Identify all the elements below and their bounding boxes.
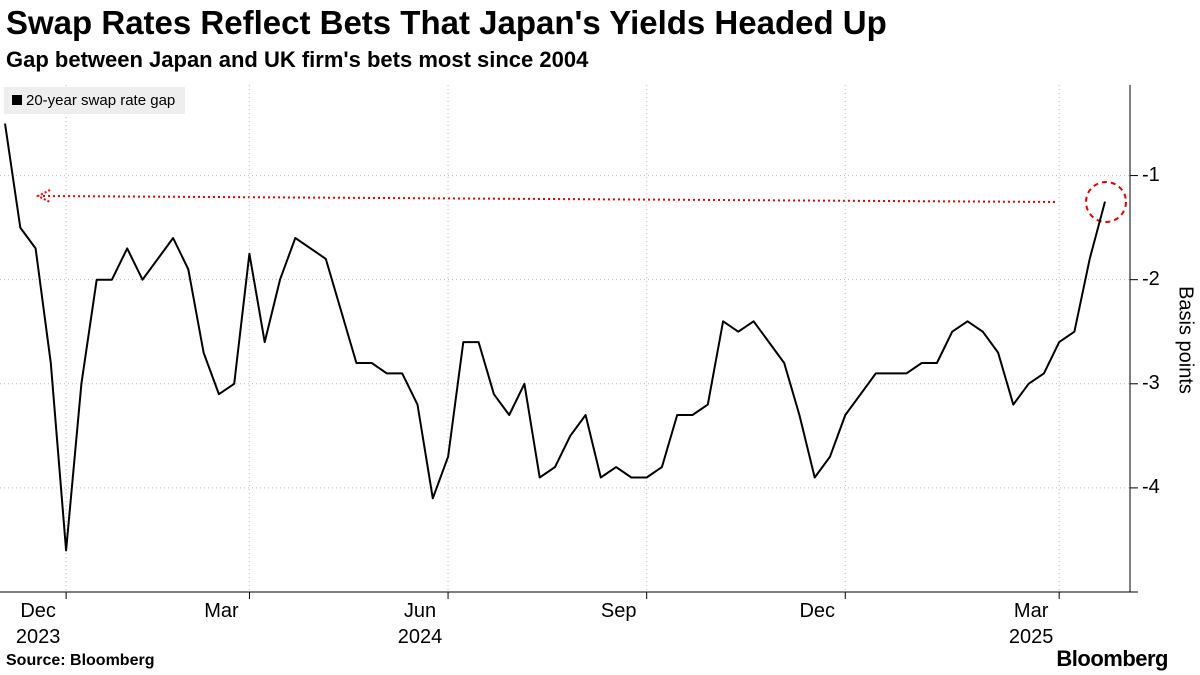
chart-title: Swap Rates Reflect Bets That Japan's Yie… bbox=[6, 4, 887, 41]
legend-swatch bbox=[12, 95, 22, 105]
y-axis-label: Basis points bbox=[1174, 286, 1197, 394]
annotation-circle bbox=[1085, 181, 1127, 223]
x-tick-label: Mar bbox=[204, 600, 239, 622]
y-tick-label: -3 bbox=[1142, 372, 1160, 394]
legend-label: 20-year swap rate gap bbox=[26, 92, 176, 109]
legend: 20-year swap rate gap bbox=[4, 87, 186, 114]
y-tick-label: -1 bbox=[1142, 164, 1160, 186]
line-series bbox=[4, 123, 1106, 552]
brand: Bloomberg bbox=[1056, 646, 1168, 671]
source: Source: Bloomberg bbox=[6, 652, 155, 669]
x-tick-label: Sep bbox=[600, 600, 637, 622]
x-tick-label: Mar 2025 bbox=[1008, 600, 1054, 648]
x-tick-label: Dec bbox=[799, 600, 836, 622]
x-tick-label: Dec 2023 bbox=[15, 600, 61, 648]
annotation-arrow bbox=[41, 195, 1056, 203]
chart-subtitle: Gap between Japan and UK firm's bets mos… bbox=[6, 47, 589, 72]
arrow-head bbox=[35, 189, 51, 203]
x-tick-label: Jun 2024 bbox=[397, 600, 443, 648]
y-tick-label: -4 bbox=[1142, 476, 1160, 498]
y-tick-label: -2 bbox=[1142, 268, 1160, 290]
